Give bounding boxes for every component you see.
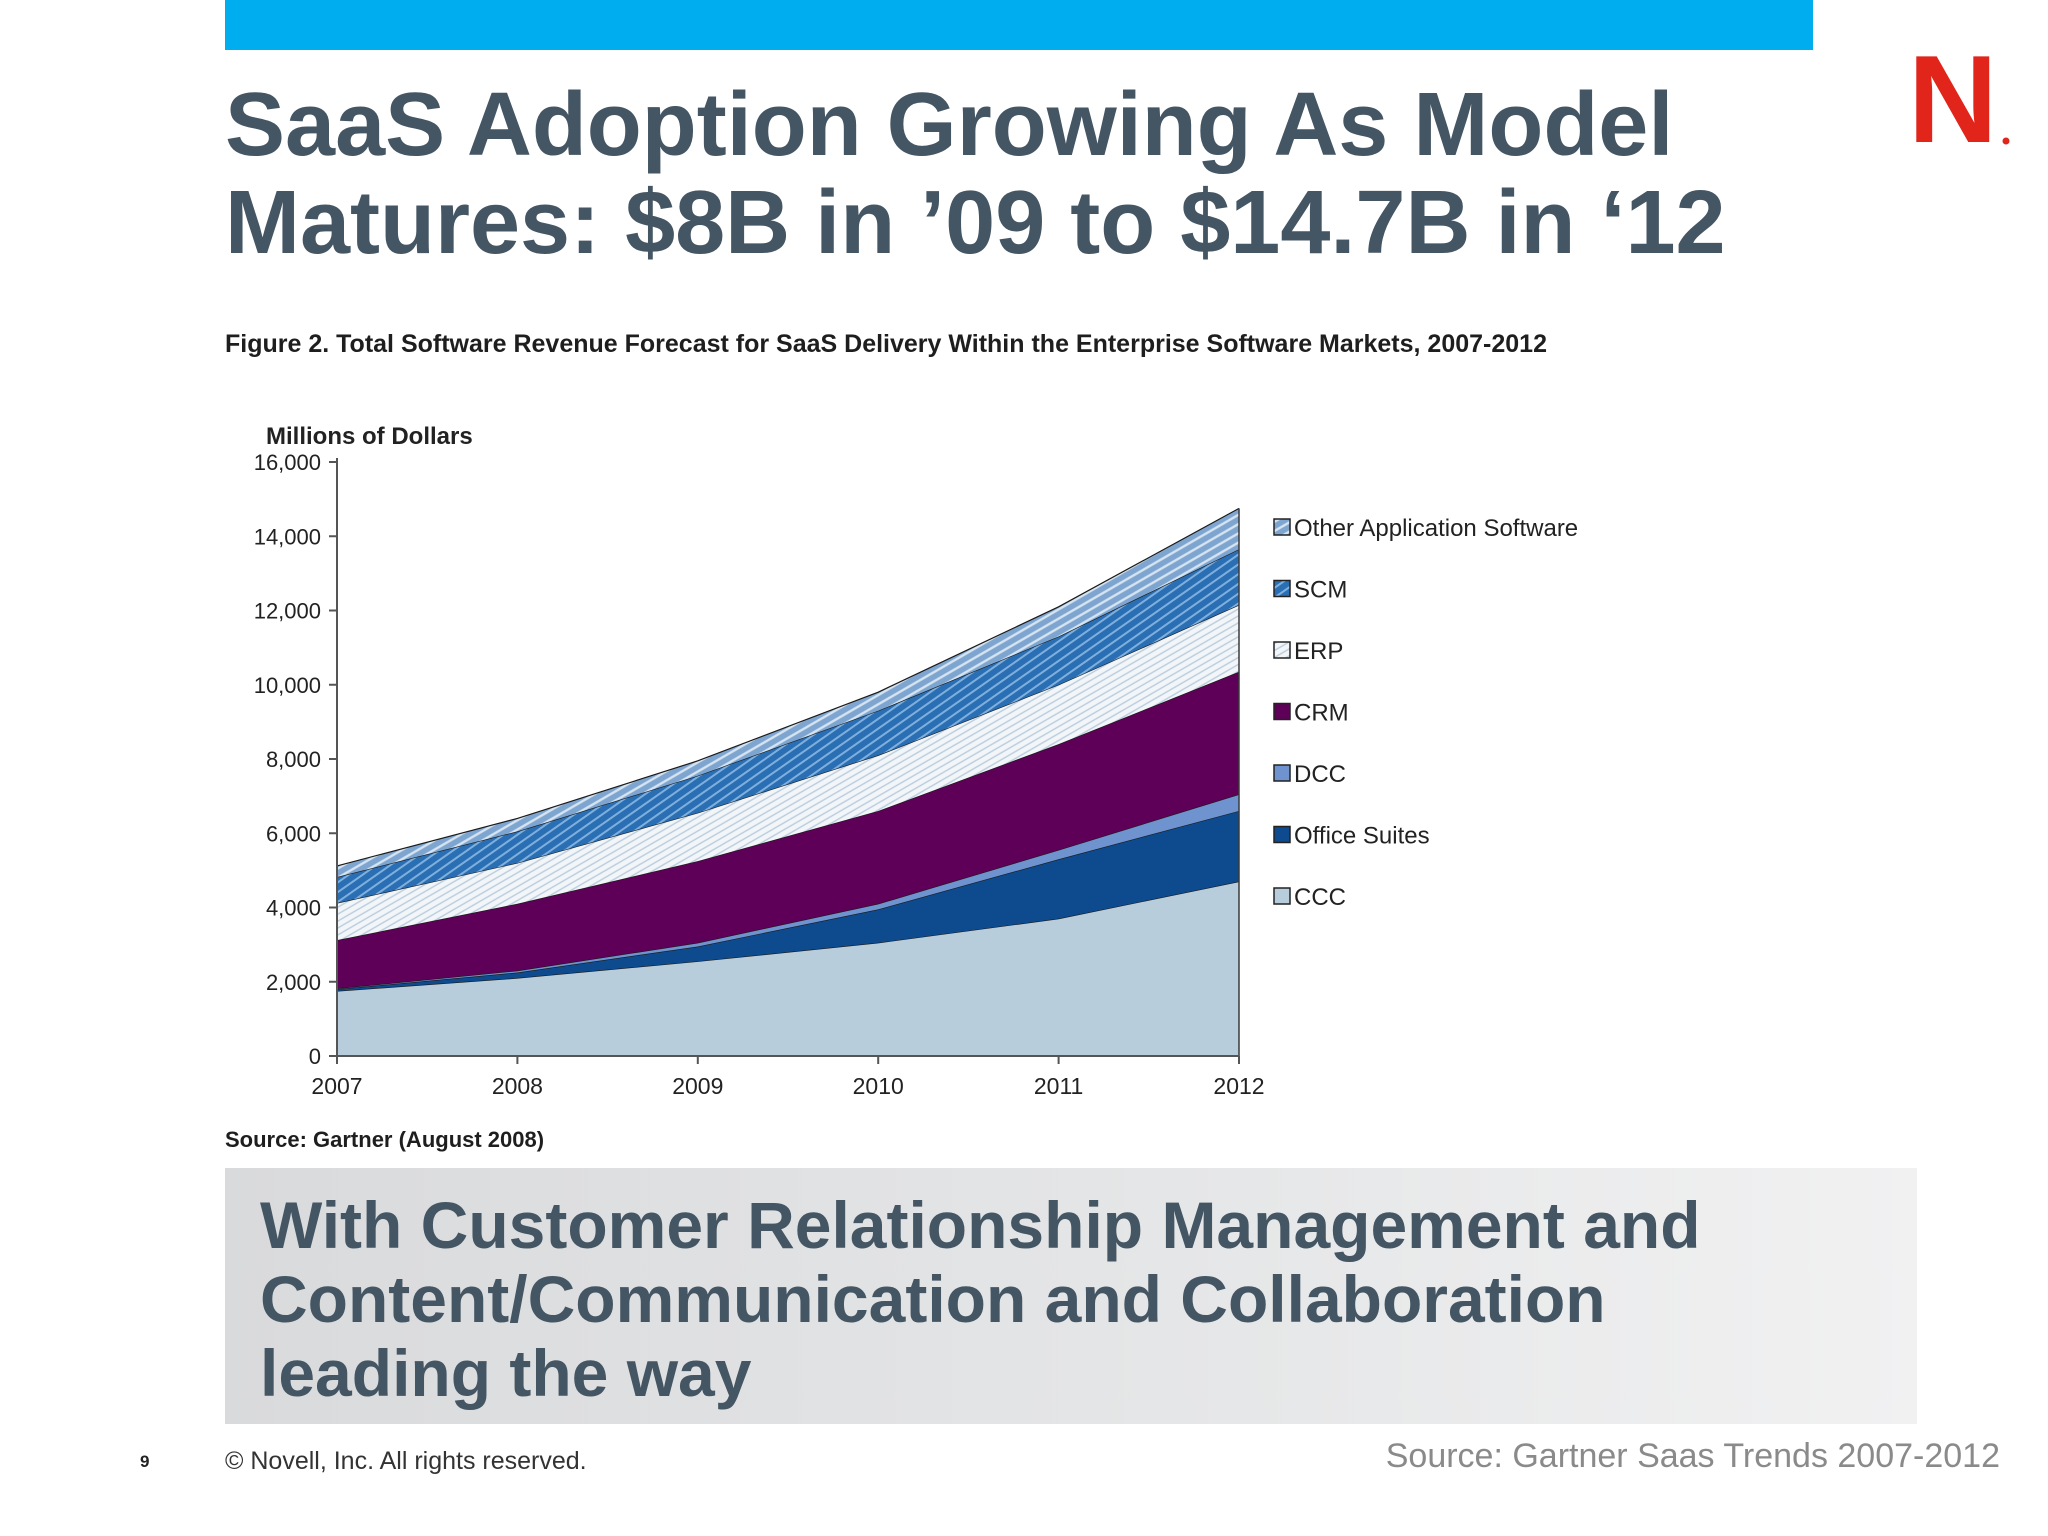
legend-swatch [1273, 764, 1291, 782]
legend-swatch [1273, 641, 1291, 659]
y-tick-label: 0 [309, 1044, 321, 1069]
x-tick-label: 2009 [672, 1073, 723, 1099]
page-number: 9 [140, 1452, 150, 1471]
legend-item-crm: CRM [1273, 700, 1349, 727]
legend-item-ccc: CCC [1273, 884, 1346, 911]
series-edge-other-application-software [336, 507, 1240, 867]
novell-logo: N [1908, 31, 2012, 169]
y-tick-label: 10,000 [254, 673, 321, 698]
legend-label: DCC [1294, 761, 1346, 788]
legend-swatch [1273, 702, 1291, 721]
legend-label: CRM [1294, 700, 1349, 727]
y-tick-label: 2,000 [266, 970, 321, 995]
y-tick-label: 16,000 [254, 450, 321, 475]
x-tick-label: 2008 [492, 1073, 543, 1099]
slide-title: SaaS Adoption Growing As Model Matures: … [225, 76, 1845, 272]
legend-swatch [1273, 825, 1291, 844]
callout-text: With Customer Relationship Management an… [260, 1188, 1900, 1410]
y-tick-label: 14,000 [254, 524, 321, 549]
slide-source: Source: Gartner Saas Trends 2007-2012 [1385, 1437, 2000, 1475]
y-tick-label: 8,000 [266, 747, 321, 772]
legend-item-erp: ERP [1273, 638, 1343, 665]
series-area-scm [337, 549, 1239, 904]
legend-label: Office Suites [1294, 823, 1430, 850]
figure-caption: Figure 2. Total Software Revenue Forecas… [225, 330, 1547, 358]
y-axis-label: Millions of Dollars [266, 423, 473, 450]
y-tick-label: 12,000 [254, 599, 321, 624]
slide-title-line-2: Matures: $8B in ’09 to $14.7B in ‘12 [225, 173, 1726, 273]
callout-line-3: leading the way [260, 1336, 752, 1410]
legend-label: CCC [1294, 884, 1346, 911]
callout-line-1: With Customer Relationship Management an… [260, 1188, 1701, 1262]
callout-line-2: Content/Communication and Collaboration [260, 1262, 1606, 1336]
slide-title-line-1: SaaS Adoption Growing As Model [225, 75, 1674, 175]
legend-item-scm: SCM [1273, 577, 1347, 604]
x-tick-label: 2011 [1034, 1073, 1083, 1099]
x-tick-label: 2007 [311, 1073, 362, 1099]
series-area-office-suites [337, 810, 1239, 992]
legend-swatch [1273, 579, 1291, 598]
y-tick-label: 4,000 [266, 896, 321, 921]
copyright: © Novell, Inc. All rights reserved. [225, 1447, 587, 1475]
callout-box: With Customer Relationship Management an… [225, 1168, 1917, 1424]
legend-label: Other Application Software [1294, 515, 1578, 542]
y-tick-label: 6,000 [266, 821, 321, 846]
x-tick-label: 2010 [853, 1073, 904, 1099]
legend-item-office-suites: Office Suites [1273, 823, 1430, 850]
series-area-crm [337, 671, 1239, 989]
x-tick-label: 2012 [1213, 1073, 1264, 1099]
legend-label: ERP [1294, 638, 1343, 665]
legend-item-dcc: DCC [1273, 761, 1346, 788]
stacked-area-chart: Millions of Dollars 0 2,000 4,000 6,000 8,000… [254, 423, 1578, 1099]
chart-source: Source: Gartner (August 2008) [225, 1127, 545, 1152]
legend-swatch [1273, 518, 1291, 536]
legend-swatch [1273, 887, 1291, 905]
legend-item-other-application-software: Other Application Software [1273, 515, 1578, 542]
top-accent-bar [225, 0, 1813, 50]
logo-letter: N [1912, 44, 1998, 150]
series-area-erp [337, 604, 1239, 941]
legend-label: SCM [1294, 577, 1347, 604]
